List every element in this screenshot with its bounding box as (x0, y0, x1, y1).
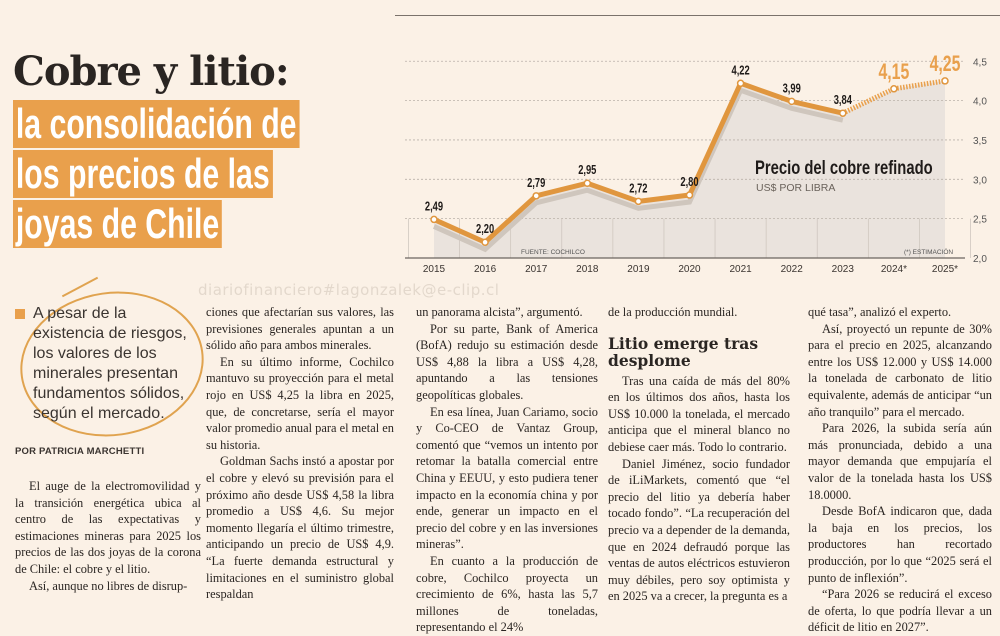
copper-price-chart: 2,0 2,5 3,0 3,5 4,0 4,5 2,49 2015 2,20 2016 2,79 20… (405, 53, 987, 275)
y-tick-label: 2,0 (973, 254, 987, 265)
article-column-4: de la producción mundial. Litio emerge t… (608, 304, 790, 605)
article-column-5: qué tasa”, analizó el experto. Así, proy… (808, 304, 992, 636)
data-label: 2,79 (527, 176, 545, 190)
x-tick-label: 2021 (729, 264, 752, 275)
data-label: 2,95 (578, 164, 596, 178)
data-point (481, 238, 489, 247)
paragraph: Tras una caída de más del 80% en los últ… (608, 373, 790, 454)
x-tick-label: 2025* (932, 264, 958, 275)
data-label: 2,80 (680, 176, 698, 190)
data-label: 4,25 (930, 53, 961, 77)
bullet-square-icon (15, 309, 25, 319)
series-line-estimate (841, 78, 946, 116)
data-label: 3,99 (783, 82, 801, 96)
data-point (787, 97, 796, 106)
x-tick-label: 2023 (832, 264, 855, 275)
data-point (532, 192, 540, 200)
data-point (736, 79, 745, 88)
paragraph: de la producción mundial. (608, 305, 738, 319)
data-label: 4,22 (731, 64, 749, 78)
x-tick-label: 2019 (627, 264, 650, 275)
paragraph: En esa línea, Juan Cariamo, socio y Co-C… (416, 404, 598, 552)
headline-highlight-3: joyas de Chile (13, 200, 223, 248)
paragraph: Por su parte, Bank of America (BofA) red… (416, 321, 598, 402)
paragraph: ciones que afectarían sus valores, las p… (206, 305, 394, 353)
y-tick-label: 4,5 (973, 57, 987, 68)
paragraph: qué tasa”, analizó el experto. (808, 305, 952, 319)
headline-title: Cobre y litio: (13, 48, 290, 95)
data-point (941, 77, 949, 85)
paragraph: Así, aunque no libres de disrup- (29, 578, 188, 593)
y-tick-label: 2,5 (973, 215, 987, 226)
paragraph: Así, proyectó un repunte de 30% para el … (808, 321, 992, 419)
x-tick-label: 2020 (678, 264, 701, 275)
watermark: diariofinanciero#lagonzalek@e-clip.cl (198, 281, 500, 299)
headline-highlight-1: la consolidación de (13, 100, 300, 148)
x-tick-label: 2017 (525, 264, 548, 275)
section-subhead: Litio emerge tras desplome (608, 333, 759, 370)
chart-note: (*) ESTIMACIÓN (904, 247, 953, 256)
data-point (685, 191, 694, 199)
paragraph: Para 2026, la subida sería aún más pronu… (808, 421, 992, 502)
data-label: 3,84 (834, 94, 853, 108)
paragraph: Goldman Sachs instó a apostar por el cob… (206, 454, 394, 602)
paragraph: El auge de la electromovilidad y la tran… (15, 479, 201, 576)
data-label: 2,20 (476, 223, 494, 237)
data-point (634, 197, 643, 206)
line-shadow (432, 87, 844, 253)
byline: POR PATRICIA MARCHETTI (15, 446, 145, 457)
paragraph: Daniel Jiménez, socio fundador de iLiMar… (608, 456, 790, 604)
x-tick-label: 2015 (423, 264, 446, 275)
data-label: 2,72 (629, 182, 647, 196)
paragraph: En su último informe, Cochilco mantuvo s… (206, 354, 394, 452)
top-rule (395, 15, 1000, 16)
left-column: A pesar de la existencia de riesgos, los… (15, 304, 201, 594)
data-point (583, 179, 592, 187)
paragraph: En cuanto a la producción de cobre, Coch… (416, 553, 598, 635)
article-column-2: ciones que afectarían sus valores, las p… (206, 304, 394, 603)
chart-title: Precio del cobre refinado (755, 157, 933, 178)
headline-highlight-2: los precios de las (13, 150, 273, 198)
chart-subtitle: US$ POR LIBRA (756, 182, 835, 194)
pull-quote: A pesar de la existencia de riesgos, los… (33, 305, 187, 422)
article-column-1: El auge de la electromovilidad y la tran… (15, 478, 201, 594)
x-tick-label: 2022 (781, 264, 804, 275)
y-tick-label: 3,5 (973, 136, 987, 147)
paragraph: Desde BofA indicaron que, dada la baja e… (808, 504, 992, 585)
x-tick-label: 2024* (881, 264, 907, 275)
y-tick-label: 3,0 (973, 175, 987, 186)
x-tick-label: 2016 (474, 264, 497, 275)
data-label: 2,49 (425, 200, 443, 214)
article-column-3: un panorama alcista”, argumentó. Por su … (416, 304, 598, 636)
data-point (430, 215, 438, 224)
data-label: 4,15 (878, 60, 909, 84)
paragraph: un panorama alcista”, argumentó. (416, 305, 583, 319)
y-tick-label: 4,0 (973, 97, 987, 108)
paragraph: “Para 2026 se reducirá el exceso de ofer… (808, 587, 992, 635)
data-point (890, 85, 898, 93)
x-tick-label: 2018 (576, 264, 599, 275)
chart-source: FUENTE: COCHILCO (521, 249, 585, 256)
pull-quote-block: A pesar de la existencia de riesgos, los… (15, 304, 201, 424)
data-point (839, 109, 847, 117)
area-fill (434, 80, 945, 258)
